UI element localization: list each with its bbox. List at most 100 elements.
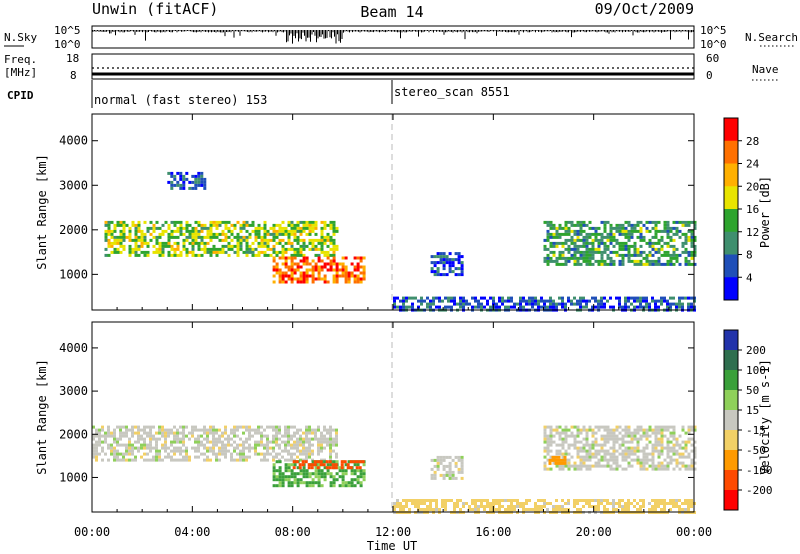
power-colorbar-tick-label-0: 28 [746, 135, 759, 148]
x-axis-ticks: 00:00 04:00 08:00 12:00 16:00 20:00 00:00 [74, 114, 712, 539]
velocity-colorbar: 200 100 50 15 -15 -50 -100 -200 [723, 329, 773, 511]
freq-tick-bottom: 8 [70, 69, 77, 82]
power-colorbar-segment-5 [724, 231, 738, 255]
power-y-axis-label: Slant Range [km] [35, 154, 49, 270]
power-region-3 [430, 252, 464, 277]
x-tick-label-6: 00:00 [676, 525, 712, 539]
x-tick-label-3: 12:00 [375, 525, 411, 539]
power-colorbar-tick-label-1: 24 [746, 158, 760, 171]
cpid-segment-1: normal (fast stereo) 153 [94, 93, 267, 107]
power-colorbar-tick-label-4: 12 [746, 226, 759, 239]
power-colorbar-segment-6 [724, 254, 738, 278]
nave-tick-bottom: 0 [706, 69, 713, 82]
velocity-colorbar-tick-label-0: 200 [746, 344, 766, 357]
noise-left-tick-bottom: 10^0 [54, 38, 81, 51]
x-tick-label-5: 20:00 [576, 525, 612, 539]
power-colorbar-segment-1 [724, 140, 738, 164]
power-region-4 [393, 296, 696, 312]
velocity-panel-frame [91, 321, 695, 513]
velocity-region-0 [92, 425, 338, 462]
power-region-1 [167, 171, 207, 190]
velocity-colorbar-tick-label-4: -15 [746, 424, 766, 437]
power-region-2 [272, 256, 366, 284]
power-y-ticks: 1000 2000 3000 4000 [59, 134, 694, 281]
freq-label-line1: Freq. [4, 53, 37, 66]
date-title: 09/Oct/2009 [595, 0, 694, 18]
velocity-colorbar-segment-6 [724, 450, 738, 471]
velocity-colorbar-segment-3 [724, 390, 738, 411]
velocity-region-4 [543, 425, 697, 471]
power-colorbar-tick-label-3: 16 [746, 203, 759, 216]
velocity-region-3 [430, 455, 464, 480]
noise-right-tick-bottom: 10^0 [700, 38, 727, 51]
velocity-colorbar-segment-0 [724, 330, 738, 351]
noise-left-tick-top: 10^5 [54, 24, 81, 37]
cpid-segment-2: stereo_scan 8551 [394, 85, 510, 99]
power-panel: 1000 2000 3000 4000 Slant Range [km] 28 24 20… [35, 113, 772, 312]
x-tick-label-1: 04:00 [174, 525, 210, 539]
x-axis-label: Time UT [367, 539, 418, 553]
velocity-colorbar-tick-label-7: -200 [746, 484, 773, 497]
velocity-y-axis-label: Slant Range [km] [35, 359, 49, 475]
velocity-panel: 1000 2000 3000 4000 Slant Range [km] 200 100… [35, 321, 773, 514]
power-colorbar-segment-0 [724, 118, 738, 142]
velocity-colorbar-tick-label-5: -50 [746, 444, 766, 457]
power-colorbar-segment-2 [724, 163, 738, 187]
velocity-colorbar-segment-4 [724, 410, 738, 431]
velocity-colorbar-segment-2 [724, 370, 738, 391]
power-colorbar-tick-label-5: 8 [746, 249, 753, 262]
velocity-colorbar-tick-label-6: -100 [746, 464, 773, 477]
velocity-region-5 [548, 455, 567, 465]
velocity-region-1 [272, 460, 366, 488]
power-y-tick-label-3: 4000 [59, 134, 88, 148]
power-colorbar-tick-label-6: 4 [746, 271, 753, 284]
power-y-tick-label-2: 3000 [59, 178, 88, 192]
noise-trace [92, 30, 694, 44]
noise-right-tick-top: 10^5 [700, 24, 727, 37]
power-y-tick-label-1: 2000 [59, 223, 88, 237]
freq-tick-top: 18 [66, 52, 79, 65]
nave-tick-top: 60 [706, 52, 719, 65]
station-title: Unwin (fitACF) [92, 0, 218, 18]
velocity-y-tick-label-0: 1000 [59, 470, 88, 484]
beam-title: Beam 14 [360, 3, 423, 21]
power-panel-frame [91, 113, 695, 311]
velocity-colorbar-segment-1 [724, 350, 738, 371]
noise-trace-path [92, 30, 694, 44]
velocity-colorbar-segment-7 [724, 470, 738, 491]
velocity-colorbar-segment-8 [724, 490, 738, 511]
velocity-region-2 [292, 460, 365, 470]
velocity-colorbar-label: Velocity [m s-1] [758, 359, 772, 475]
nave-label: Nave [752, 63, 779, 76]
velocity-heatmap [92, 425, 697, 514]
velocity-y-tick-label-2: 3000 [59, 384, 88, 398]
velocity-colorbar-segment-5 [724, 430, 738, 451]
freq-panel-frame [91, 53, 695, 80]
velocity-colorbar-tick-label-1: 100 [746, 364, 766, 377]
x-tick-label-4: 16:00 [475, 525, 511, 539]
freq-label-line2: [MHz] [4, 66, 37, 79]
noise-panel-frame [91, 25, 695, 49]
power-colorbar-label: Power [dB] [758, 176, 772, 248]
power-heatmap [104, 171, 697, 312]
velocity-y-tick-label-1: 2000 [59, 427, 88, 441]
x-tick-label-0: 00:00 [74, 525, 110, 539]
velocity-colorbar-frame [723, 329, 739, 511]
velocity-colorbar-tick-label-3: 15 [746, 404, 759, 417]
power-colorbar-segment-4 [724, 209, 738, 233]
power-colorbar-segment-3 [724, 186, 738, 210]
power-colorbar: 28 24 20 16 12 8 4 [723, 117, 760, 301]
x-tick-label-2: 08:00 [275, 525, 311, 539]
power-region-5 [543, 220, 697, 266]
power-y-tick-label-0: 1000 [59, 267, 88, 281]
noise-right-label: N.Search [745, 31, 798, 44]
cpid-label: CPID [7, 89, 34, 102]
velocity-y-tick-label-3: 4000 [59, 341, 88, 355]
power-region-0 [104, 220, 339, 257]
velocity-colorbar-tick-label-2: 50 [746, 384, 759, 397]
noise-left-label: N.Sky [4, 31, 37, 44]
power-colorbar-segment-7 [724, 277, 738, 301]
power-colorbar-tick-label-2: 20 [746, 180, 759, 193]
velocity-y-ticks: 1000 2000 3000 4000 [59, 341, 694, 484]
